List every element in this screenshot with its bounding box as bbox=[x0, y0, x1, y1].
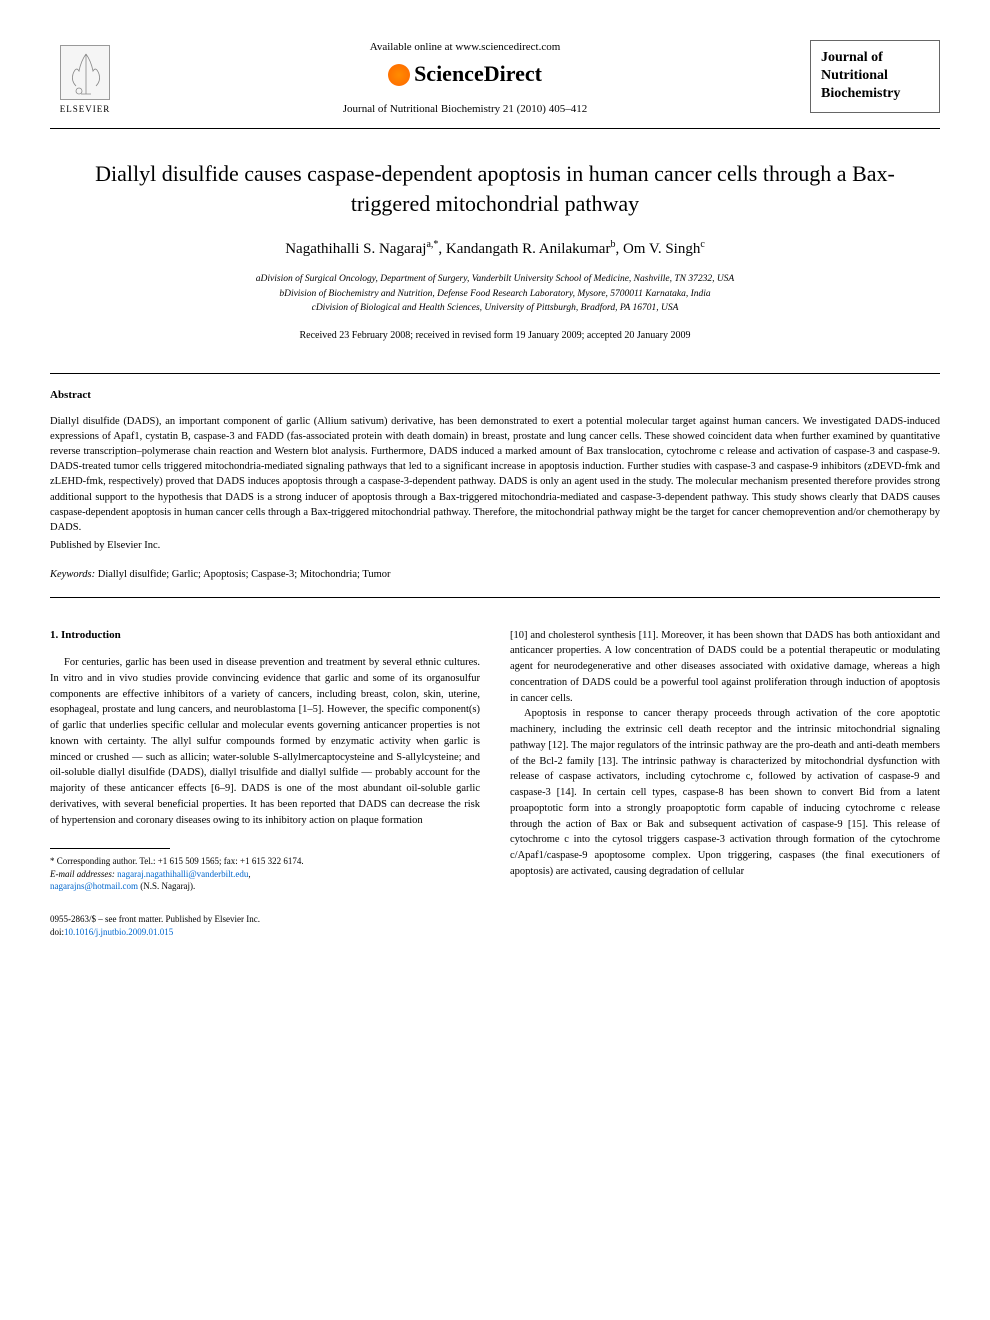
affiliation-a: aDivision of Surgical Oncology, Departme… bbox=[50, 272, 940, 286]
header-row: ELSEVIER Available online at www.science… bbox=[50, 40, 940, 120]
doi-link[interactable]: 10.1016/j.jnutbio.2009.01.015 bbox=[64, 927, 173, 937]
elsevier-logo: ELSEVIER bbox=[50, 40, 120, 120]
abstract-bottom-divider bbox=[50, 597, 940, 598]
email-name: (N.S. Nagaraj). bbox=[138, 881, 195, 891]
footnote-corr: * Corresponding author. Tel.: +1 615 509… bbox=[50, 855, 480, 868]
email-sep: , bbox=[248, 869, 250, 879]
doi-label: doi: bbox=[50, 927, 64, 937]
elsevier-tree-icon bbox=[60, 45, 110, 100]
article-title: Diallyl disulfide causes caspase-depende… bbox=[50, 159, 940, 218]
abstract-body: Diallyl disulfide (DADS), an important c… bbox=[50, 414, 940, 536]
published-by: Published by Elsevier Inc. bbox=[50, 539, 940, 554]
email-label: E-mail addresses: bbox=[50, 869, 115, 879]
journal-line-3: Biochemistry bbox=[821, 85, 929, 103]
corresponding-author-footnote: * Corresponding author. Tel.: +1 615 509… bbox=[50, 855, 480, 893]
center-header: Available online at www.sciencedirect.co… bbox=[120, 40, 810, 118]
intro-paragraph-col2-1: [10] and cholesterol synthesis [11]. Mor… bbox=[510, 628, 940, 707]
email-2-link[interactable]: nagarajns@hotmail.com bbox=[50, 881, 138, 891]
left-column: 1. Introduction For centuries, garlic ha… bbox=[50, 628, 480, 939]
author-1-sup: a,* bbox=[426, 239, 438, 250]
footer-info: 0955-2863/$ – see front matter. Publishe… bbox=[50, 913, 480, 938]
right-column: [10] and cholesterol synthesis [11]. Mor… bbox=[510, 628, 940, 939]
journal-line-2: Nutritional bbox=[821, 67, 929, 85]
footnote-emails: E-mail addresses: nagaraj.nagathihalli@v… bbox=[50, 868, 480, 881]
affiliations: aDivision of Surgical Oncology, Departme… bbox=[50, 272, 940, 315]
platform-name: ScienceDirect bbox=[414, 59, 542, 90]
keywords-label: Keywords: bbox=[50, 569, 95, 580]
citation-text: Journal of Nutritional Biochemistry 21 (… bbox=[120, 102, 810, 117]
doi-line: doi:10.1016/j.jnutbio.2009.01.015 bbox=[50, 926, 480, 939]
email-1-link[interactable]: nagaraj.nagathihalli@vanderbilt.edu bbox=[117, 869, 248, 879]
publisher-name: ELSEVIER bbox=[60, 103, 111, 116]
journal-title-box: Journal of Nutritional Biochemistry bbox=[810, 40, 940, 113]
footnote-divider bbox=[50, 848, 170, 849]
sciencedirect-icon bbox=[388, 64, 410, 86]
author-1: Nagathihalli S. Nagaraj bbox=[285, 241, 426, 257]
affiliation-b: bDivision of Biochemistry and Nutrition,… bbox=[50, 287, 940, 301]
affiliation-c: cDivision of Biological and Health Scien… bbox=[50, 301, 940, 315]
journal-line-1: Journal of bbox=[821, 49, 929, 67]
two-column-body: 1. Introduction For centuries, garlic ha… bbox=[50, 628, 940, 939]
abstract-heading: Abstract bbox=[50, 388, 940, 403]
footnote-emails-2: nagarajns@hotmail.com (N.S. Nagaraj). bbox=[50, 880, 480, 893]
article-dates: Received 23 February 2008; received in r… bbox=[50, 329, 940, 343]
intro-paragraph-col2-2: Apoptosis in response to cancer therapy … bbox=[510, 706, 940, 879]
issn-line: 0955-2863/$ – see front matter. Publishe… bbox=[50, 913, 480, 926]
authors-line: Nagathihalli S. Nagaraja,*, Kandangath R… bbox=[50, 238, 940, 260]
keywords-line: Keywords: Diallyl disulfide; Garlic; Apo… bbox=[50, 568, 940, 583]
intro-paragraph-1: For centuries, garlic has been used in d… bbox=[50, 655, 480, 828]
header-divider bbox=[50, 128, 940, 129]
sciencedirect-brand: ScienceDirect bbox=[120, 59, 810, 90]
keywords-values: Diallyl disulfide; Garlic; Apoptosis; Ca… bbox=[95, 569, 390, 580]
abstract-top-divider bbox=[50, 373, 940, 374]
author-2: , Kandangath R. Anilakumar bbox=[438, 241, 610, 257]
author-3: , Om V. Singh bbox=[615, 241, 700, 257]
intro-heading: 1. Introduction bbox=[50, 628, 480, 643]
available-online-text: Available online at www.sciencedirect.co… bbox=[120, 40, 810, 55]
author-3-sup: c bbox=[700, 239, 704, 250]
